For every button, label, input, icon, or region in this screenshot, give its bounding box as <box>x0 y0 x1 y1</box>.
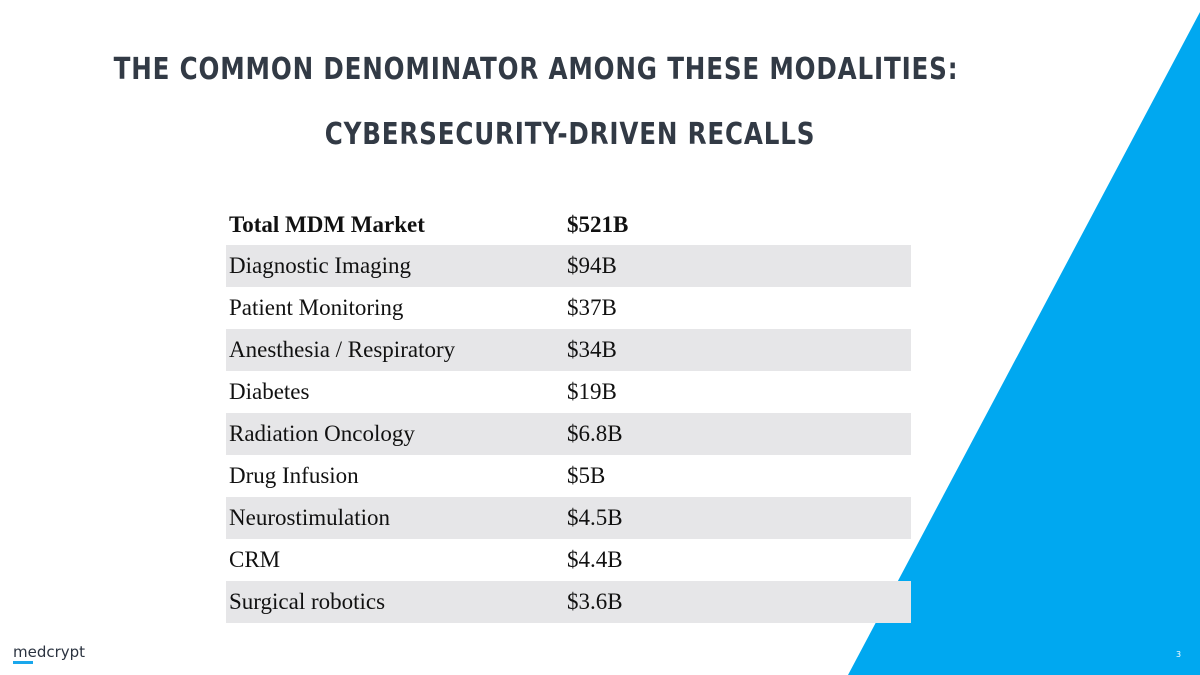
row-label: Anesthesia / Respiratory <box>226 329 567 371</box>
row-value: $6.8B <box>567 413 911 455</box>
slide-title-line1: THE COMMON DENOMINATOR AMONG THESE MODAL… <box>113 52 959 87</box>
table-header-row: Total MDM Market $521B <box>226 205 911 245</box>
row-label: Drug Infusion <box>229 463 359 488</box>
table-row: CRM $4.4B <box>226 539 911 581</box>
table-row: Drug Infusion $5B <box>226 455 911 497</box>
row-value: $4.5B <box>567 497 911 539</box>
row-value: $94B <box>567 245 911 287</box>
table-row: Surgical robotics $3.6B <box>226 581 911 623</box>
market-table: Total MDM Market $521B Diagnostic Imagin… <box>226 205 911 623</box>
row-label: Patient Monitoring <box>229 295 404 320</box>
header-label: Total MDM Market <box>229 212 425 237</box>
row-value: $34B <box>567 329 911 371</box>
row-value: $5B <box>567 463 606 488</box>
row-value: $37B <box>567 295 617 320</box>
row-value: $3.6B <box>567 581 911 623</box>
table-row: Diagnostic Imaging $94B <box>226 245 911 287</box>
table-row: Neurostimulation $4.5B <box>226 497 911 539</box>
header-value: $521B <box>567 212 629 237</box>
row-value: $19B <box>567 379 617 404</box>
medcrypt-logo: medcrypt <box>13 643 86 661</box>
table-row: Anesthesia / Respiratory $34B <box>226 329 911 371</box>
row-label: Neurostimulation <box>226 497 567 539</box>
row-label: Surgical robotics <box>226 581 567 623</box>
row-value: $4.4B <box>567 547 623 572</box>
row-label: Diagnostic Imaging <box>226 245 567 287</box>
table-row: Diabetes $19B <box>226 371 911 413</box>
table-row: Patient Monitoring $37B <box>226 287 911 329</box>
row-label: CRM <box>229 547 281 572</box>
slide-title-line2: CYBERSECURITY-DRIVEN RECALLS <box>324 117 816 152</box>
logo-underline-mark <box>13 661 33 664</box>
row-label: Radiation Oncology <box>226 413 567 455</box>
row-label: Diabetes <box>229 379 310 404</box>
page-number: 3 <box>1176 650 1182 659</box>
table-row: Radiation Oncology $6.8B <box>226 413 911 455</box>
